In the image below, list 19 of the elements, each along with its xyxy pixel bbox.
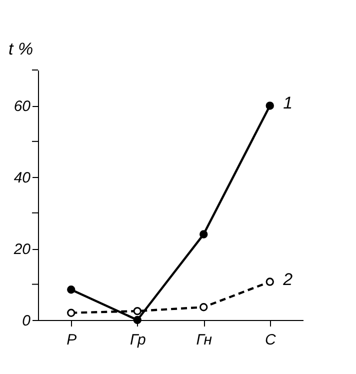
- x-tick-label: Р: [66, 332, 77, 348]
- point: [133, 316, 142, 324]
- y-tick-label: 40: [14, 170, 32, 187]
- y-tick-label: 0: [22, 312, 32, 330]
- point: [67, 308, 76, 317]
- point: [200, 303, 208, 312]
- point: [67, 286, 76, 294]
- y-axis-title: t %: [8, 40, 34, 58]
- x-tick-label: С: [264, 332, 276, 348]
- series-label: 2: [282, 270, 294, 289]
- y-tick-label: 20: [12, 241, 32, 258]
- point: [266, 102, 274, 110]
- point: [200, 230, 208, 238]
- series-label: 1: [283, 94, 293, 113]
- y-tick-label: 60: [14, 98, 32, 116]
- x-tick-label: Гн: [196, 332, 212, 348]
- x-tick-label: Гр: [130, 332, 146, 348]
- point: [133, 306, 142, 316]
- point: [266, 278, 274, 286]
